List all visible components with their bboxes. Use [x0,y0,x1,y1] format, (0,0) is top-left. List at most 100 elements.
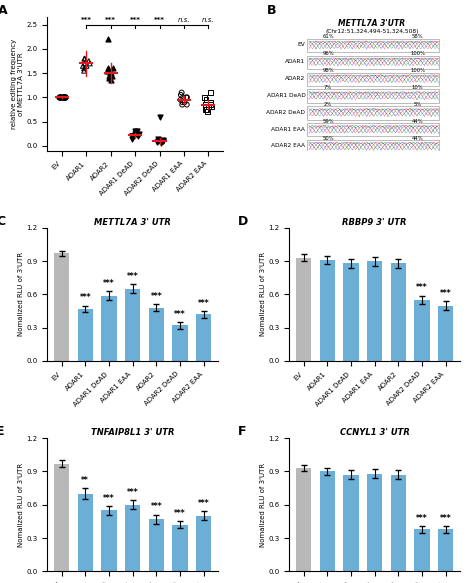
Bar [172,325,188,361]
Text: ***: *** [416,514,428,522]
Text: ***: *** [130,17,141,23]
Text: ADAR1 DeAD: ADAR1 DeAD [266,93,305,98]
Title: METTL7A 3' UTR: METTL7A 3' UTR [94,218,171,227]
Text: C: C [0,215,5,227]
Point [128,131,136,141]
Point [109,64,117,73]
Point [154,137,161,146]
Text: ADAR2 DeAD: ADAR2 DeAD [266,110,305,115]
Title: CCNYL1 3' UTR: CCNYL1 3' UTR [340,429,410,437]
Point [205,103,212,112]
Bar [438,529,453,571]
Point [179,93,187,102]
Point [201,105,209,114]
Point [81,54,89,64]
Point [128,131,136,141]
Text: ***: *** [174,310,186,319]
Text: 44%: 44% [412,119,423,124]
Bar [319,472,335,571]
Point [108,71,115,80]
Point [61,93,68,102]
Bar [343,264,359,361]
Point [156,136,164,146]
Text: 96%: 96% [322,51,334,57]
Point [105,64,112,73]
Bar [196,314,211,361]
Text: ***: *** [81,17,92,23]
Text: ***: *** [127,488,138,497]
Bar [54,463,69,571]
Bar [196,516,211,571]
Text: 61%: 61% [322,34,334,40]
Text: ADAR1 EAA: ADAR1 EAA [272,127,305,132]
Text: ADAR1: ADAR1 [285,59,305,64]
Text: ***: *** [103,494,115,503]
Point [133,129,140,138]
Text: 100%: 100% [410,51,425,57]
Point [207,88,214,97]
Y-axis label: Nomalized RLU of 3'UTR: Nomalized RLU of 3'UTR [18,463,24,547]
Text: ADAR2 EAA: ADAR2 EAA [271,143,305,149]
Text: 98%: 98% [322,68,334,73]
Point [177,95,184,104]
Text: (Chr12:51,324,494-51,324,508): (Chr12:51,324,494-51,324,508) [325,30,419,34]
Text: n.s.: n.s. [202,17,215,23]
Text: 7%: 7% [324,85,332,90]
Y-axis label: Nomalized RLU of 3'UTR: Nomalized RLU of 3'UTR [260,252,265,336]
Bar [414,300,429,361]
Point [135,131,142,141]
Bar [391,264,406,361]
Text: B: B [267,4,276,17]
Bar [172,525,188,571]
Point [159,136,166,146]
Text: ***: *** [150,292,162,301]
Point [60,93,67,102]
Point [108,68,115,78]
Point [56,93,64,102]
Text: ***: *** [198,298,210,308]
Point [202,95,210,104]
Text: D: D [238,215,248,227]
Point [80,64,88,73]
Point [86,59,94,68]
Bar [367,474,382,571]
Y-axis label: Nomalized RLU of 3'UTR: Nomalized RLU of 3'UTR [18,252,24,336]
Text: METTL7A 3'UTR: METTL7A 3'UTR [338,19,406,28]
Point [178,88,185,97]
Bar [148,308,164,361]
Bar [148,519,164,571]
Point [81,54,88,64]
Point [154,134,162,143]
Point [62,93,69,102]
Point [107,66,114,75]
Text: EV: EV [298,43,305,47]
Text: 5%: 5% [413,102,422,107]
Point [128,134,136,143]
Text: ***: *** [80,293,91,302]
Y-axis label: Nomalized RLU of 3'UTR: Nomalized RLU of 3'UTR [260,463,265,547]
Point [135,129,142,138]
Point [105,71,113,80]
Point [104,66,111,75]
Text: ***: *** [154,17,165,23]
Text: ADAR2: ADAR2 [285,76,305,81]
Point [182,93,190,102]
Text: ***: *** [440,289,451,298]
Point [207,97,214,107]
Point [159,136,166,146]
Text: ***: *** [440,514,451,522]
Point [203,107,211,117]
Title: RBBP9 3' UTR: RBBP9 3' UTR [342,218,407,227]
Point [178,100,186,109]
Text: E: E [0,425,5,438]
Bar [125,505,140,571]
Point [201,93,209,102]
Point [82,57,90,66]
Bar [296,258,311,361]
Text: ***: *** [103,279,115,288]
Text: ***: *** [127,272,138,281]
Point [181,97,188,107]
Point [104,34,111,44]
Bar [391,475,406,571]
Point [159,135,167,145]
